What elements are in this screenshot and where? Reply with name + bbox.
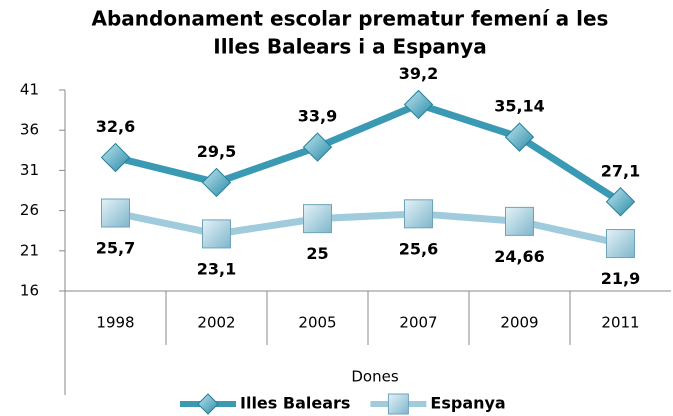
marker: [504, 122, 535, 152]
x-tick-label: 2005: [298, 314, 336, 332]
data-label: 25,6: [399, 239, 438, 258]
data-label: 32,6: [96, 117, 135, 136]
data-label: 25,7: [96, 239, 135, 258]
data-label: 23,1: [197, 259, 236, 278]
marker: [201, 167, 232, 198]
y-tick-label: 26: [20, 201, 39, 219]
chart-title: Illes Balears i a Espanya: [213, 35, 486, 59]
marker: [101, 198, 130, 228]
marker: [605, 187, 636, 217]
data-label: 24,66: [494, 247, 545, 266]
marker: [100, 142, 131, 173]
legend-label: Illes Balears: [240, 394, 350, 413]
marker: [302, 132, 333, 162]
marker: [202, 219, 231, 249]
marker: [404, 199, 433, 229]
legend-label: Espanya: [430, 394, 505, 413]
y-tick-label: 16: [20, 282, 39, 300]
y-tick-label: 31: [20, 161, 39, 179]
chart-title: Abandonament escolar prematur femení a l…: [92, 7, 609, 31]
marker: [505, 206, 534, 236]
marker: [303, 204, 332, 234]
marker: [403, 89, 434, 120]
x-tick-label: 2009: [500, 314, 538, 332]
series-line: [114, 100, 623, 205]
data-label: 39,2: [399, 64, 438, 83]
y-tick-label: 41: [20, 81, 39, 99]
marker: [606, 229, 635, 259]
legend-marker: [197, 393, 219, 415]
x-tick-label: 1998: [96, 314, 134, 332]
data-label: 35,14: [494, 97, 545, 116]
x-tick-label: 2002: [197, 314, 235, 332]
data-label: 29,5: [197, 142, 236, 161]
x-axis-label: Dones: [351, 368, 398, 386]
x-tick-label: 2011: [601, 314, 639, 332]
data-label: 21,9: [601, 269, 640, 288]
legend-marker: [387, 393, 409, 415]
y-tick-label: 21: [20, 241, 39, 259]
x-tick-label: 2007: [399, 314, 437, 332]
data-label: 25: [306, 244, 328, 263]
series-line: [114, 209, 622, 247]
y-tick-label: 36: [20, 121, 39, 139]
data-label: 33,9: [298, 107, 337, 126]
data-label: 27,1: [601, 161, 640, 180]
